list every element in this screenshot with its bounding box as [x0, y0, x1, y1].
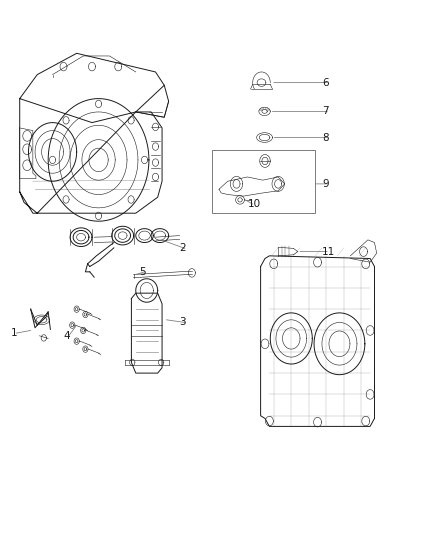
- Text: 8: 8: [322, 133, 328, 142]
- Text: 4: 4: [64, 331, 70, 341]
- Text: 6: 6: [322, 78, 328, 87]
- Text: 5: 5: [139, 267, 146, 277]
- Text: 11: 11: [322, 247, 335, 256]
- Text: 2: 2: [180, 244, 186, 253]
- Text: 10: 10: [247, 199, 261, 209]
- Text: 3: 3: [180, 318, 186, 327]
- Text: 9: 9: [322, 179, 328, 189]
- Bar: [212, 150, 315, 213]
- Text: 7: 7: [322, 107, 328, 116]
- Text: 1: 1: [11, 328, 18, 338]
